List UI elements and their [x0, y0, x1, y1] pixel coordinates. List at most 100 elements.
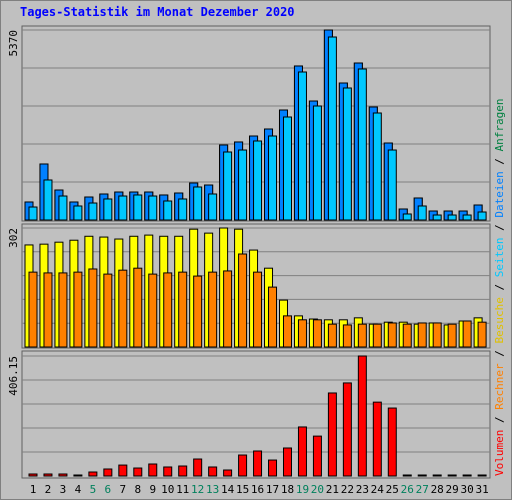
bar	[28, 271, 38, 348]
x-tick-label: 5	[90, 483, 97, 496]
legend-separator: /	[493, 218, 506, 238]
bar	[88, 471, 98, 477]
legend-separator: /	[493, 277, 506, 297]
bar	[208, 466, 218, 477]
legend: Volumen / Rechner / Besuche / Seiten / D…	[493, 98, 506, 476]
x-tick-label: 12	[191, 483, 204, 496]
bar	[103, 198, 113, 221]
bar	[163, 272, 173, 348]
bar	[193, 458, 203, 477]
legend-separator: /	[493, 410, 506, 430]
x-tick-label: 17	[266, 483, 279, 496]
bar	[43, 272, 53, 348]
bar	[28, 206, 38, 221]
bar	[163, 200, 173, 221]
bar	[178, 198, 188, 221]
bar	[402, 323, 412, 348]
bar	[133, 467, 143, 477]
bar	[402, 474, 412, 477]
bar	[148, 273, 158, 348]
y-tick-label: 406.15	[7, 356, 20, 396]
bar	[312, 319, 322, 348]
bar	[417, 205, 427, 221]
bar	[223, 469, 233, 477]
bar	[372, 323, 382, 348]
legend-item: Anfragen	[493, 98, 506, 151]
bar	[432, 322, 442, 348]
bar	[312, 105, 322, 221]
bar	[432, 214, 442, 221]
bar	[133, 267, 143, 348]
bar	[372, 112, 382, 221]
x-tick-label: 31	[475, 483, 488, 496]
bar	[73, 271, 83, 348]
bar	[88, 268, 98, 348]
bar	[58, 473, 68, 477]
bar	[238, 149, 248, 221]
x-tick-label: 15	[236, 483, 249, 496]
x-tick-label: 26	[401, 483, 414, 496]
legend-item: Volumen	[493, 430, 506, 476]
x-tick-label: 10	[161, 483, 174, 496]
bar	[327, 392, 337, 477]
legend-item: Rechner	[493, 363, 506, 410]
bar	[447, 323, 457, 348]
bar	[268, 459, 278, 477]
bar	[477, 211, 487, 221]
bar	[327, 36, 337, 221]
bar	[268, 135, 278, 221]
bar	[133, 194, 143, 221]
x-tick-label: 28	[431, 483, 444, 496]
x-tick-label: 25	[386, 483, 399, 496]
bar	[402, 213, 412, 221]
bar	[103, 273, 113, 348]
bar	[387, 407, 397, 477]
bar	[447, 474, 457, 477]
legend-separator: /	[493, 344, 506, 364]
bar	[477, 474, 487, 477]
bar	[163, 466, 173, 477]
bar	[28, 473, 38, 477]
x-tick-label: 23	[356, 483, 369, 496]
x-tick-label: 1	[30, 483, 37, 496]
bar	[43, 179, 53, 221]
bar	[342, 382, 352, 477]
bar	[193, 275, 203, 348]
legend-item: Dateien	[493, 171, 506, 217]
x-tick-label: 30	[461, 483, 474, 496]
legend-item: Besuche	[493, 297, 506, 343]
bar	[223, 151, 233, 221]
x-tick-label: 18	[281, 483, 294, 496]
bar	[118, 464, 128, 477]
bar	[148, 195, 158, 221]
bar	[387, 322, 397, 348]
x-tick-label: 11	[176, 483, 189, 496]
bar	[208, 193, 218, 221]
legend-separator: /	[493, 151, 506, 171]
bar	[118, 269, 128, 348]
bar	[58, 195, 68, 221]
bar	[253, 450, 263, 477]
bar	[238, 253, 248, 348]
bar	[268, 286, 278, 348]
bar	[208, 271, 218, 348]
x-tick-label: 21	[326, 483, 339, 496]
bar	[477, 321, 487, 348]
bar	[103, 468, 113, 477]
x-tick-label: 8	[134, 483, 141, 496]
x-tick-label: 27	[416, 483, 429, 496]
bar	[118, 195, 128, 221]
x-tick-label: 24	[371, 483, 385, 496]
bar	[357, 323, 367, 348]
bar	[342, 324, 352, 348]
x-tick-label: 9	[149, 483, 156, 496]
bar	[282, 116, 292, 221]
bar	[238, 454, 248, 477]
x-tick-label: 4	[75, 483, 82, 496]
bar	[148, 463, 158, 477]
bar	[312, 435, 322, 477]
bar	[43, 473, 53, 477]
x-tick-label: 2	[45, 483, 52, 496]
